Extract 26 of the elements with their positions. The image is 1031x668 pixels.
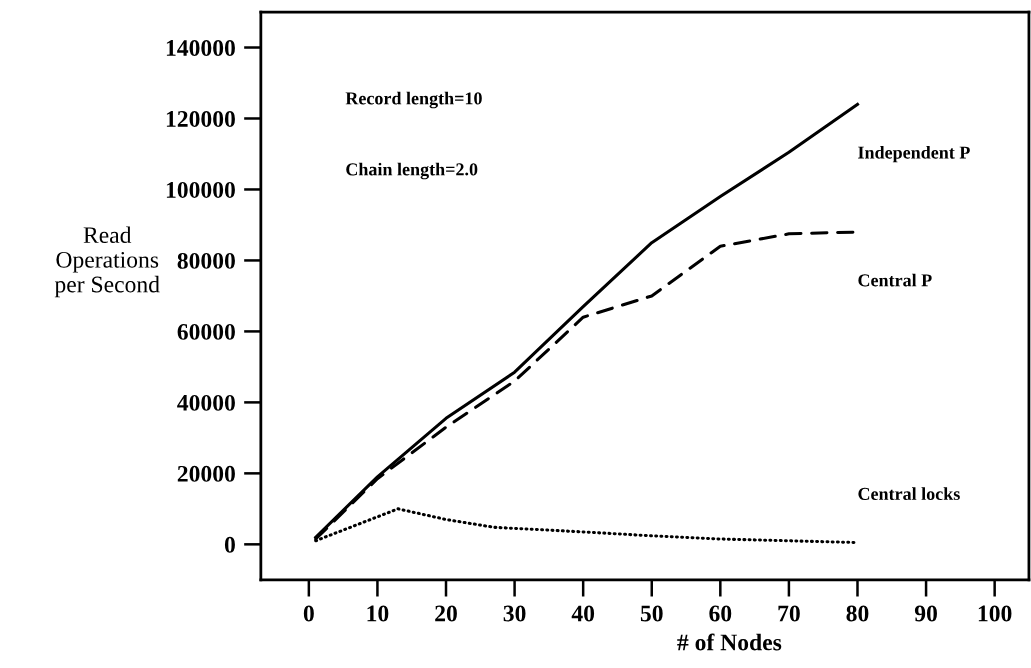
annotation: Chain length=2.0 <box>346 162 478 180</box>
x-axis-title: # of Nodes <box>677 633 782 651</box>
x-tick-label: 100 <box>978 605 1012 622</box>
text: Central P <box>858 273 932 287</box>
y-tick-label: 140000 <box>166 40 235 56</box>
y-tick-label: 80000 <box>177 252 235 269</box>
x-tick-label: 70 <box>778 605 800 622</box>
y-tick-label: 0 <box>224 536 235 553</box>
y-tick-label: 20000 <box>177 465 235 482</box>
x-tick-label: 20 <box>435 605 457 622</box>
y-tick-label: 120000 <box>166 110 235 127</box>
y-tick-label: 40000 <box>177 394 235 411</box>
x-tick-label: 40 <box>571 605 595 622</box>
x-tick-label: 10 <box>367 605 389 622</box>
x-tick-label: 30 <box>503 605 526 622</box>
y-axis-title: Read Operations per Second <box>54 226 160 298</box>
y-tick-label: 100000 <box>166 181 235 198</box>
x-tick-label: 0 <box>303 605 314 622</box>
text: Central locks <box>858 487 960 501</box>
x-tick-label: 90 <box>914 605 937 622</box>
y-tick-label: 60000 <box>177 323 235 340</box>
x-tick-label: 60 <box>709 605 732 622</box>
series-label: Independent P <box>858 145 970 163</box>
annotation: Record length=10 <box>345 91 482 109</box>
x-tick-label: 80 <box>846 605 869 622</box>
x-tick-label: 50 <box>640 605 663 622</box>
